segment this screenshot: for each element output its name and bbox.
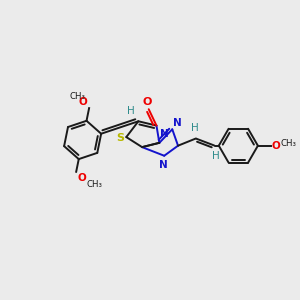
Text: O: O [77, 173, 86, 183]
Text: CH₃: CH₃ [280, 139, 296, 148]
Text: S: S [116, 133, 124, 142]
Text: CH₃: CH₃ [70, 92, 86, 101]
Text: N: N [173, 118, 182, 128]
Text: H: H [127, 106, 135, 116]
Text: CH₃: CH₃ [86, 180, 102, 189]
Text: O: O [142, 97, 152, 107]
Text: N: N [159, 160, 168, 170]
Text: H: H [212, 151, 220, 161]
Text: O: O [272, 141, 281, 151]
Text: O: O [79, 97, 88, 107]
Text: N: N [160, 129, 169, 140]
Text: H: H [190, 123, 198, 133]
